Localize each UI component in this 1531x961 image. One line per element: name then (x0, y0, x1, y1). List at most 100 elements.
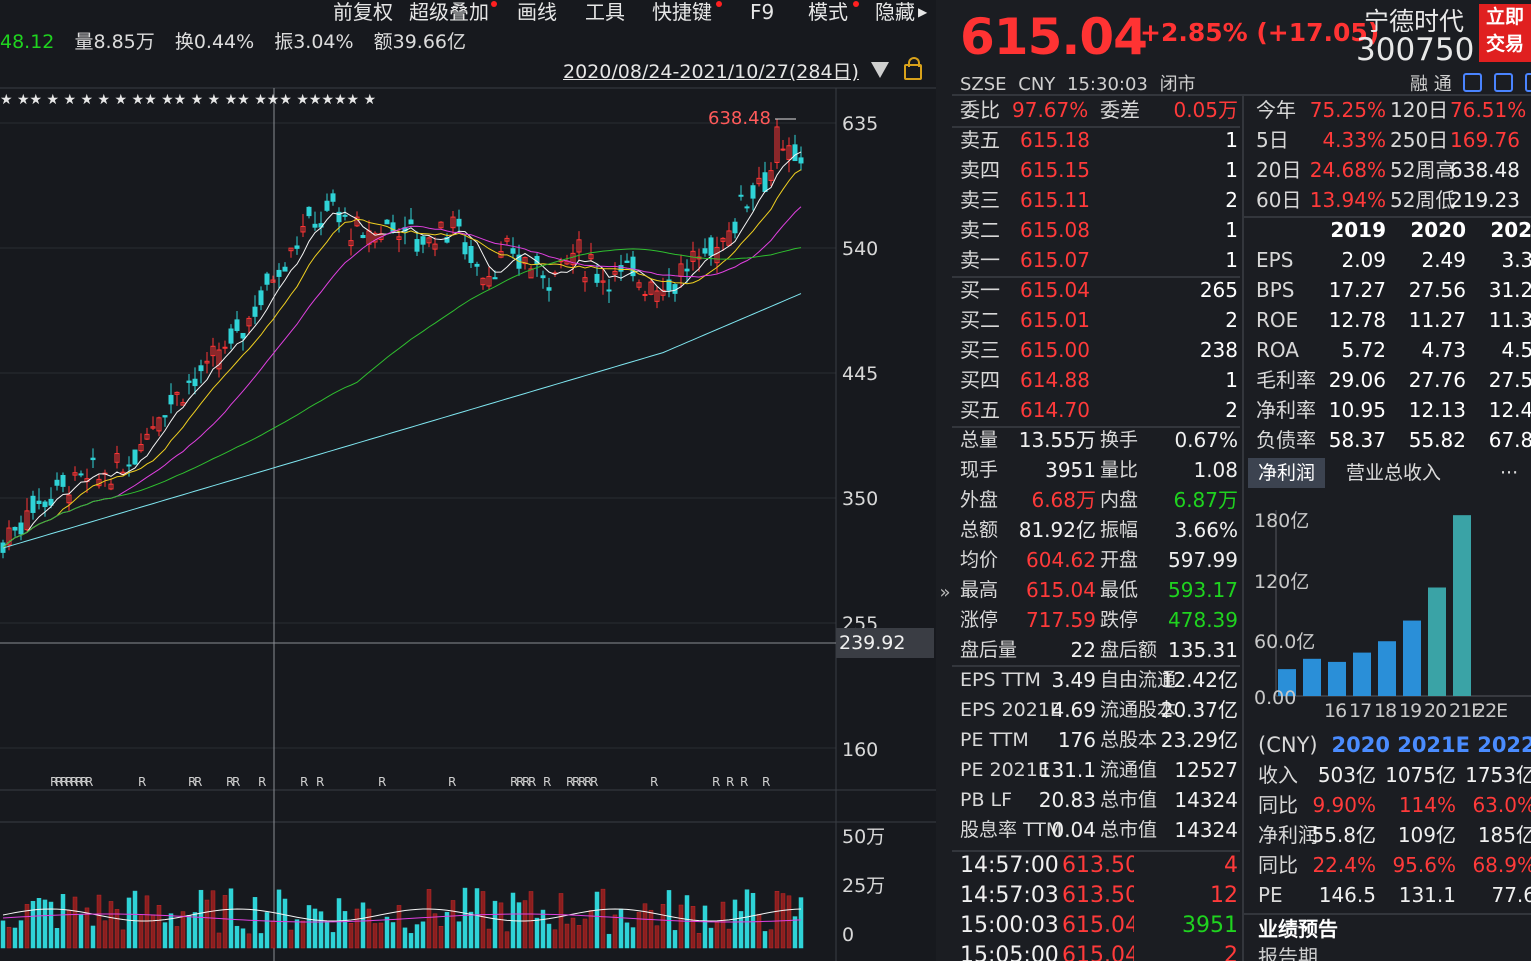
stat-label: 最低 (1100, 579, 1139, 601)
tick-row[interactable]: 15:05:00 615.04 2 (960, 942, 1240, 961)
rights-marker[interactable]: R (75, 775, 83, 789)
profit-bar[interactable] (1353, 652, 1371, 696)
y-axis-tick: 160 (842, 739, 879, 761)
tick-row[interactable]: 14:57:00 613.50 4 (960, 852, 1240, 882)
y-axis-tick: 540 (842, 238, 879, 260)
volume-bar (774, 890, 780, 949)
rights-marker[interactable]: R (650, 775, 658, 789)
rights-marker[interactable]: R (258, 775, 266, 789)
rights-marker[interactable]: R (378, 775, 386, 789)
level-price: 615.08 (1020, 218, 1090, 242)
more-icon[interactable]: ··· (1500, 462, 1519, 484)
stat-label: 换手 (1100, 429, 1139, 451)
toolbar-draw-button[interactable]: 画线 (517, 0, 557, 24)
rights-marker[interactable]: R (226, 775, 234, 789)
kline-chart[interactable]: ★ ★★ ★ ★ ★ ★ ★ ★★ ★★ ★ ★ ★★ ★★★ ★★★★★ ★ R… (0, 0, 936, 961)
forecast-value: 1075亿 (1385, 763, 1456, 787)
event-stars-row[interactable]: ★ ★★ ★ ★ ★ ★ ★ ★★ ★★ ★ ★ ★★ ★★★ ★★★★★ ★ (0, 92, 376, 108)
bell-icon[interactable] (1494, 73, 1514, 92)
lock-icon[interactable] (904, 57, 922, 80)
profit-bar[interactable] (1303, 658, 1321, 696)
stat-value: 0.04 (1051, 818, 1096, 842)
volume-bar (12, 927, 18, 949)
toolbar-f9-button[interactable]: F9 (750, 0, 775, 24)
kline-chart-panel[interactable]: 前复权 超级叠加 画线 工具 快捷键 F9 模式 隐藏 ▶ 48.12 量8.8… (0, 0, 936, 961)
volume-bar (318, 911, 324, 949)
rights-marker[interactable]: R (85, 775, 93, 789)
perf-value: 219.23 (1450, 188, 1520, 212)
notification-dot (716, 1, 722, 7)
rights-marker[interactable]: R (80, 775, 88, 789)
forecast-value: 9.90% (1312, 793, 1376, 817)
rights-marker[interactable]: R (65, 775, 73, 789)
rights-marker[interactable]: R (590, 775, 598, 789)
tab-revenue[interactable]: 营业总收入 (1346, 462, 1442, 484)
tick-row[interactable]: 14:57:03 613.50 12 (960, 882, 1240, 912)
profit-bar[interactable] (1453, 515, 1471, 696)
volume-bar (396, 905, 402, 949)
toolbar-mode-button[interactable]: 模式 (808, 0, 848, 24)
profit-bar[interactable] (1278, 669, 1296, 696)
rights-marker[interactable]: R (712, 775, 720, 789)
date-range-selector[interactable]: 2020/08/24-2021/10/27(284日) (563, 61, 859, 83)
stock-code: 300750 (1356, 32, 1475, 68)
toolbar-shortcut-button[interactable]: 快捷键 (652, 0, 712, 24)
toolbar-overlay-button[interactable]: 超级叠加 (409, 0, 489, 24)
profit-bar[interactable] (1378, 641, 1396, 696)
rights-marker[interactable]: R (55, 775, 63, 789)
profit-bar[interactable] (1428, 587, 1446, 697)
candle-body (546, 287, 552, 291)
chevron-down-icon[interactable] (871, 62, 889, 78)
rights-marker[interactable]: R (300, 775, 308, 789)
rights-marker[interactable]: R (50, 775, 58, 789)
play-icon[interactable]: ▶ (918, 5, 928, 19)
candle-body (306, 206, 312, 217)
rights-marker[interactable]: R (138, 775, 146, 789)
rights-marker[interactable]: R (522, 775, 530, 789)
rights-marker[interactable]: R (232, 775, 240, 789)
rights-marker[interactable]: R (510, 775, 518, 789)
volume-bar (798, 897, 804, 949)
volume-bar (342, 911, 348, 949)
rights-marker[interactable]: R (762, 775, 770, 789)
rights-marker[interactable]: R (316, 775, 324, 789)
grid-icon[interactable] (1524, 73, 1531, 92)
toolbar-adjust-button[interactable]: 前复权 (333, 0, 393, 24)
trade-now-button[interactable]: 立即 交易 (1479, 4, 1531, 62)
rights-marker[interactable]: R (516, 775, 524, 789)
volume-bar (312, 908, 318, 949)
tick-row[interactable]: 15:00:03 615.04 3951 (960, 912, 1240, 942)
collapse-arrow-icon[interactable]: » (939, 582, 951, 603)
profit-bar[interactable] (1403, 620, 1421, 696)
stat-value: 131.1 (1038, 758, 1096, 782)
rights-marker[interactable]: R (194, 775, 202, 789)
toolbar-tools-button[interactable]: 工具 (585, 0, 625, 24)
rights-marker[interactable]: R (572, 775, 580, 789)
rights-marker[interactable]: R (60, 775, 68, 789)
forecast-value: 1753亿 (1465, 763, 1531, 787)
rights-marker[interactable]: R (578, 775, 586, 789)
rights-marker[interactable]: R (70, 775, 78, 789)
rights-marker[interactable]: R (726, 775, 734, 789)
rights-marker[interactable]: R (528, 775, 536, 789)
edit-icon[interactable] (1463, 73, 1483, 92)
profit-bar-chart[interactable] (1256, 490, 1531, 720)
toolbar-hide-button[interactable]: 隐藏 (875, 0, 915, 24)
rights-marker[interactable]: R (543, 775, 551, 789)
volume-bar (324, 921, 330, 949)
rights-marker[interactable]: R (740, 775, 748, 789)
profit-bar[interactable] (1328, 661, 1346, 696)
rights-marker[interactable]: R (448, 775, 456, 789)
stat-value: 20.37亿 (1160, 698, 1238, 722)
volume-bar (336, 898, 342, 949)
rights-marker[interactable]: R (566, 775, 574, 789)
volume-bar (138, 915, 144, 949)
rights-marker[interactable]: R (584, 775, 592, 789)
candle-body (420, 236, 426, 245)
stat-label: 总市值 (1100, 819, 1158, 841)
volume-bar (444, 911, 450, 949)
rights-marker[interactable]: R (188, 775, 196, 789)
tab-net-profit[interactable]: 净利润 (1248, 458, 1326, 488)
weicha-value: 0.05万 (1173, 98, 1238, 122)
forecast-value: 503亿 (1317, 763, 1376, 787)
